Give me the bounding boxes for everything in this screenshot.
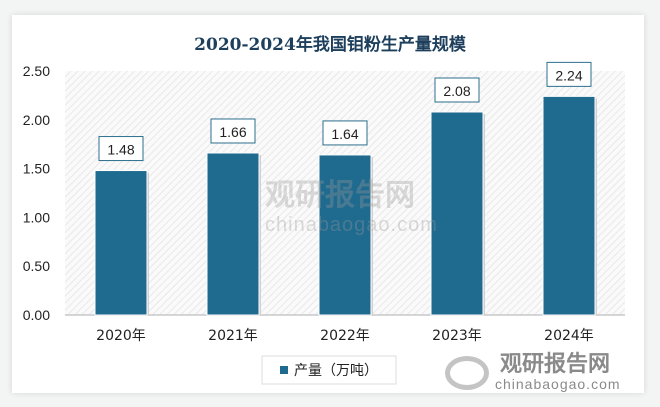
chart-title: 2020-2024年我国钼粉生产量规模 <box>194 35 466 55</box>
data-label: 1.64 <box>331 126 358 142</box>
watermark-bottom-right: 观研报告网 chinabaogao.com <box>445 352 621 393</box>
data-label: 1.48 <box>107 142 134 158</box>
watermark-logo-icon <box>445 356 489 390</box>
watermark-url: chinabaogao.com <box>265 214 438 236</box>
x-tick-label: 2024年 <box>544 328 594 344</box>
watermark-logo-text: 观研报告网 <box>265 179 415 212</box>
x-tick-label: 2023年 <box>432 328 482 344</box>
legend-label: 产量（万吨） <box>294 363 378 379</box>
legend-swatch <box>280 366 288 374</box>
bar <box>542 95 596 316</box>
y-tick-label: 0.50 <box>23 258 50 274</box>
bar <box>94 170 148 316</box>
y-tick-label: 0.00 <box>23 307 50 323</box>
data-label-box <box>98 136 144 162</box>
data-label-box <box>546 61 592 87</box>
y-tick-label: 1.50 <box>23 161 50 177</box>
bar <box>430 111 484 316</box>
bar <box>206 152 260 316</box>
x-tick-label: 2021年 <box>208 328 258 344</box>
y-tick-label: 1.00 <box>23 209 50 225</box>
watermark-center: 观研报告网 chinabaogao.com <box>205 170 438 237</box>
watermark-url: chinabaogao.com <box>495 376 621 392</box>
x-tick-label: 2020年 <box>96 328 146 344</box>
data-label-box <box>434 77 480 103</box>
data-label: 2.24 <box>555 67 582 83</box>
x-tick-label: 2022年 <box>320 328 370 344</box>
data-label: 2.08 <box>443 83 470 99</box>
bar <box>318 154 372 316</box>
y-tick-label: 2.50 <box>23 63 50 79</box>
watermark-logo-text: 观研报告网 <box>500 351 611 376</box>
data-label: 1.66 <box>219 124 246 140</box>
data-label-box <box>210 118 256 144</box>
y-tick-label: 2.00 <box>23 112 50 128</box>
data-label-box <box>322 120 368 146</box>
